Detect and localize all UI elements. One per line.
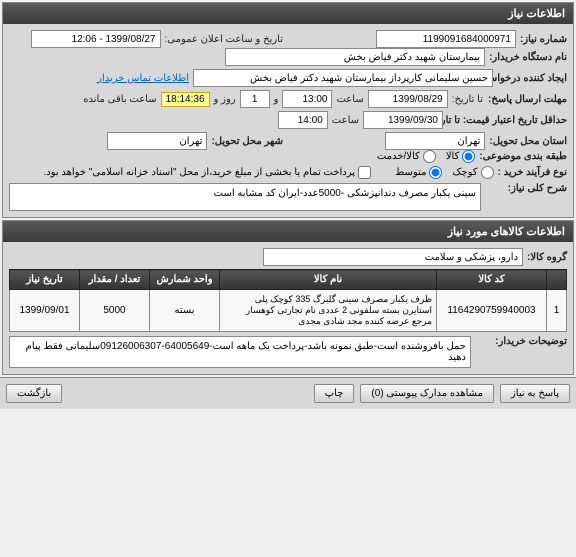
buyer-notes-label: توضیحات خریدار: <box>477 336 567 347</box>
group-input[interactable] <box>263 248 523 266</box>
time-label-2: ساعت <box>332 115 359 126</box>
deadline-date-input[interactable] <box>368 90 448 108</box>
announce-date-input[interactable] <box>31 30 161 48</box>
cell-unit: بسته <box>150 290 220 332</box>
col-code: کد کالا <box>437 270 547 290</box>
to-date-label: تا تاریخ: <box>452 94 483 105</box>
col-idx <box>547 270 567 290</box>
process-type-label: نوع فرآیند خرید : <box>498 167 567 178</box>
org-name-input[interactable] <box>225 48 485 66</box>
creator-label: ایجاد کننده درخواست: <box>497 73 567 84</box>
col-date: تاریخ نیاز <box>10 270 80 290</box>
back-button[interactable]: بازگشت <box>6 384 62 403</box>
footer-bar: پاسخ به نیاز مشاهده مدارک پیوستی (0) چاپ… <box>0 377 576 409</box>
process-option-1[interactable]: متوسط <box>395 166 442 179</box>
group-label: گروه کالا: <box>527 252 567 263</box>
city-input[interactable] <box>107 132 207 150</box>
day-label: روز و <box>214 94 236 105</box>
process-radio-0[interactable] <box>481 166 494 179</box>
payment-note-check[interactable]: پرداخت تمام یا بخشی از مبلغ خرید،از محل … <box>43 166 371 179</box>
cell-code: 1164290759940003 <box>437 290 547 332</box>
items-info-body: گروه کالا: کد کالا نام کالا واحد شمارش ت… <box>3 242 573 374</box>
cell-name: ظرف یکبار مصرف سینی گلبرگ 335 کوچک پلی ا… <box>220 290 437 332</box>
deadline-label: مهلت ارسال پاسخ: <box>487 94 567 105</box>
validity-label: حداقل تاریخ اعتبار قیمت: تا تاریخ: <box>447 115 567 126</box>
budget-radio-0[interactable] <box>462 150 475 163</box>
budget-option-1[interactable]: کالا/خدمت <box>377 150 436 163</box>
desc-label: شرح کلی نیاز: <box>487 183 567 194</box>
city-label: شهر محل تحویل: <box>211 136 283 147</box>
creator-input[interactable] <box>193 69 493 87</box>
buyer-notes-text: حمل بافروشنده است-طبق نمونه باشد-پرداخت … <box>9 336 471 368</box>
validity-date-input[interactable] <box>363 111 443 129</box>
province-label: استان محل تحویل: <box>489 136 567 147</box>
print-button[interactable]: چاپ <box>314 384 355 403</box>
time-label-1: ساعت <box>336 94 363 105</box>
time-remain-box: 18:14:36 <box>161 92 210 107</box>
cell-date: 1399/09/01 <box>10 290 80 332</box>
budget-radio-1[interactable] <box>423 150 436 163</box>
process-radio-1[interactable] <box>429 166 442 179</box>
process-option-0[interactable]: کوچک <box>452 166 493 179</box>
col-name: نام کالا <box>220 270 437 290</box>
items-info-header: اطلاعات کالاهای مورد نیاز <box>3 221 573 242</box>
attachments-button[interactable]: مشاهده مدارک پیوستی (0) <box>360 384 494 403</box>
desc-text: سینی یکبار مصرف دندانپزشکی -5000عدد-ایرا… <box>9 183 481 211</box>
reply-button[interactable]: پاسخ به نیاز <box>500 384 570 403</box>
need-info-header: اطلاعات نیاز <box>3 3 573 24</box>
and-label: و <box>274 94 279 105</box>
items-info-panel: اطلاعات کالاهای مورد نیاز گروه کالا: کد … <box>2 220 574 375</box>
validity-time-input[interactable] <box>278 111 328 129</box>
payment-checkbox[interactable] <box>358 166 371 179</box>
budget-type-group: کالا کالا/خدمت <box>377 150 475 163</box>
deadline-time-input[interactable] <box>282 90 332 108</box>
org-name-label: نام دستگاه خریدار: <box>489 52 567 63</box>
remain-label: ساعت باقی مانده <box>83 94 156 105</box>
days-remain-input <box>240 90 270 108</box>
table-row[interactable]: 1 1164290759940003 ظرف یکبار مصرف سینی گ… <box>10 290 567 332</box>
items-table-header-row: کد کالا نام کالا واحد شمارش تعداد / مقدا… <box>10 270 567 290</box>
contact-info-link[interactable]: اطلاعات تماس خریدار <box>97 73 189 84</box>
need-info-body: شماره نیاز: تاریخ و ساعت اعلان عمومی: نا… <box>3 24 573 217</box>
budget-option-0[interactable]: کالا <box>446 150 476 163</box>
province-input[interactable] <box>385 132 485 150</box>
need-number-input[interactable] <box>376 30 516 48</box>
cell-qty: 5000 <box>80 290 150 332</box>
process-type-group: کوچک متوسط <box>395 166 493 179</box>
cell-idx: 1 <box>547 290 567 332</box>
col-unit: واحد شمارش <box>150 270 220 290</box>
announce-date-label: تاریخ و ساعت اعلان عمومی: <box>165 34 284 45</box>
need-info-panel: اطلاعات نیاز شماره نیاز: تاریخ و ساعت اع… <box>2 2 574 218</box>
budget-type-label: طبقه بندی موضوعی: <box>479 151 567 162</box>
col-qty: تعداد / مقدار <box>80 270 150 290</box>
need-number-label: شماره نیاز: <box>520 34 567 45</box>
items-table: کد کالا نام کالا واحد شمارش تعداد / مقدا… <box>9 269 567 332</box>
